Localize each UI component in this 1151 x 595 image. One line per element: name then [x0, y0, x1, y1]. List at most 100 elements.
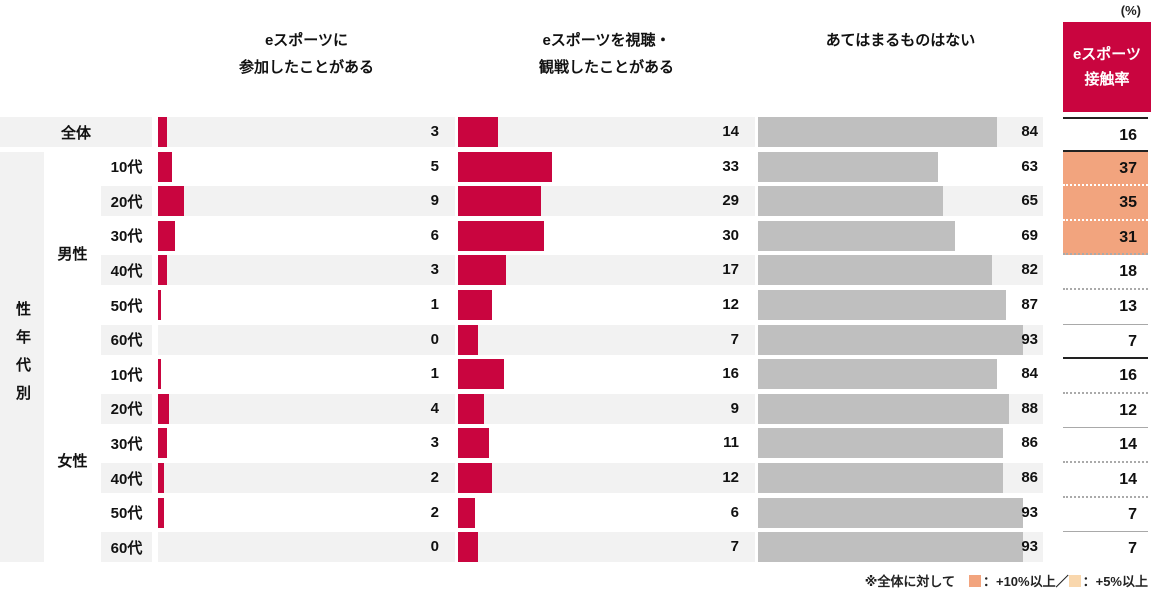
- watched-value: 14: [722, 123, 739, 140]
- watched-cell: 17: [458, 255, 755, 286]
- rate-cell: 16: [1063, 117, 1148, 152]
- table-row: 40代 3 17 82: [0, 255, 1151, 286]
- none-value: 93: [1021, 538, 1038, 556]
- table-row: 10代 1 16 84: [0, 359, 1151, 390]
- none-value: 86: [1021, 469, 1038, 486]
- legend-plus5-label: ：+5%以上: [1082, 574, 1148, 589]
- participated-value: 5: [430, 157, 439, 175]
- watched-value: 7: [730, 330, 739, 348]
- none-cell: 65: [758, 186, 1043, 217]
- watched-bar: [458, 290, 493, 320]
- none-value: 82: [1021, 261, 1038, 279]
- axis-group-label: 性年代別: [14, 300, 31, 413]
- watched-cell: 16: [458, 359, 755, 390]
- none-cell: 82: [758, 255, 1043, 286]
- participated-value: 3: [430, 123, 439, 140]
- table-rows: 性年代別 男性 女性 全体 3 14 84 10代 5 33 63 20代 9 29 65 30代 6 30…: [0, 117, 1151, 572]
- watched-value: 17: [722, 261, 739, 279]
- none-value: 63: [1021, 157, 1038, 175]
- column-header-watched-line1: eスポーツを視聴・: [542, 32, 671, 49]
- rate-column: 16 37 35 31 18 13 7 16 12 14 14 7 7: [1063, 117, 1148, 572]
- none-bar: [758, 393, 1009, 424]
- rate-cell: 7: [1063, 497, 1148, 533]
- watched-value: 7: [730, 538, 739, 556]
- none-value: 87: [1021, 296, 1038, 313]
- none-value: 69: [1021, 226, 1038, 244]
- none-bar: [758, 117, 998, 147]
- participated-cell: 3: [158, 255, 455, 286]
- none-value: 84: [1021, 365, 1038, 383]
- table-row: 20代 9 29 65: [0, 186, 1151, 217]
- none-bar: [758, 532, 1024, 563]
- watched-cell: 30: [458, 220, 755, 251]
- rate-cell: 14: [1063, 463, 1148, 498]
- participated-value: 2: [430, 469, 439, 486]
- participated-bar: [158, 151, 173, 182]
- none-cell: 87: [758, 290, 1043, 320]
- watched-value: 6: [730, 503, 739, 521]
- table-row: 30代 3 11 86: [0, 428, 1151, 459]
- rate-cell: 31: [1063, 220, 1148, 256]
- legend: ※全体に対して ：+10%以上／ ：+5%以上: [865, 571, 1148, 590]
- row-label: 60代: [101, 532, 152, 563]
- none-bar: [758, 324, 1024, 355]
- participated-cell: 9: [158, 186, 455, 217]
- participated-cell: 1: [158, 359, 455, 390]
- legend-swatch-plus5-icon: [1068, 574, 1081, 587]
- column-header-participated: eスポーツに 参加したことがある: [158, 27, 455, 81]
- none-value: 93: [1021, 503, 1038, 521]
- rate-cell: 16: [1063, 359, 1148, 394]
- none-bar: [758, 220, 955, 251]
- table-row: 30代 6 30 69: [0, 220, 1151, 251]
- watched-cell: 7: [458, 324, 755, 355]
- participated-bar: [158, 255, 167, 286]
- none-cell: 88: [758, 393, 1043, 424]
- none-cell: 86: [758, 428, 1043, 459]
- watched-bar: [458, 463, 493, 493]
- column-header-participated-line2: 参加したことがある: [238, 59, 374, 76]
- none-value: 93: [1021, 330, 1038, 348]
- column-header-participated-line1: eスポーツに: [264, 32, 349, 49]
- legend-note: ※全体に対して: [864, 574, 955, 589]
- table-row: 20代 4 9 88: [0, 393, 1151, 424]
- participated-bar: [158, 497, 164, 528]
- row-label: 10代: [110, 366, 143, 384]
- none-bar: [758, 463, 1004, 493]
- participated-bar: [158, 186, 184, 217]
- participated-value: 4: [430, 399, 439, 417]
- watched-bar: [458, 220, 544, 251]
- column-header-none: あてはまるものはない: [758, 27, 1043, 54]
- participated-cell: 0: [158, 324, 455, 355]
- watched-cell: 6: [458, 497, 755, 528]
- watched-bar: [458, 117, 498, 147]
- watched-cell: 9: [458, 393, 755, 424]
- watched-bar: [458, 324, 478, 355]
- row-label: 20代: [101, 186, 152, 217]
- rate-cell: 12: [1063, 393, 1148, 429]
- none-bar: [758, 428, 1004, 459]
- rate-header-line2: 接触率: [1084, 71, 1130, 88]
- row-label: 40代: [101, 255, 152, 286]
- none-cell: 93: [758, 324, 1043, 355]
- participated-value: 1: [430, 296, 439, 313]
- none-value: 65: [1021, 192, 1038, 210]
- participated-value: 3: [430, 434, 439, 452]
- rate-cell: 13: [1063, 290, 1148, 325]
- participated-cell: 3: [158, 117, 455, 147]
- none-bar: [758, 255, 992, 286]
- participated-value: 0: [430, 538, 439, 556]
- watched-cell: 7: [458, 532, 755, 563]
- participated-cell: 2: [158, 497, 455, 528]
- participated-cell: 6: [158, 220, 455, 251]
- watched-cell: 12: [458, 463, 755, 493]
- rate-cell: 14: [1063, 428, 1148, 463]
- watched-cell: 33: [458, 151, 755, 182]
- participated-value: 2: [430, 503, 439, 521]
- watched-value: 16: [722, 365, 739, 383]
- participated-bar: [158, 290, 161, 320]
- none-value: 84: [1021, 123, 1038, 140]
- none-cell: 84: [758, 117, 1043, 147]
- axis-group-cell: 性年代別: [0, 151, 44, 563]
- rate-cell: 37: [1063, 151, 1148, 187]
- row-label: 全体: [0, 117, 152, 147]
